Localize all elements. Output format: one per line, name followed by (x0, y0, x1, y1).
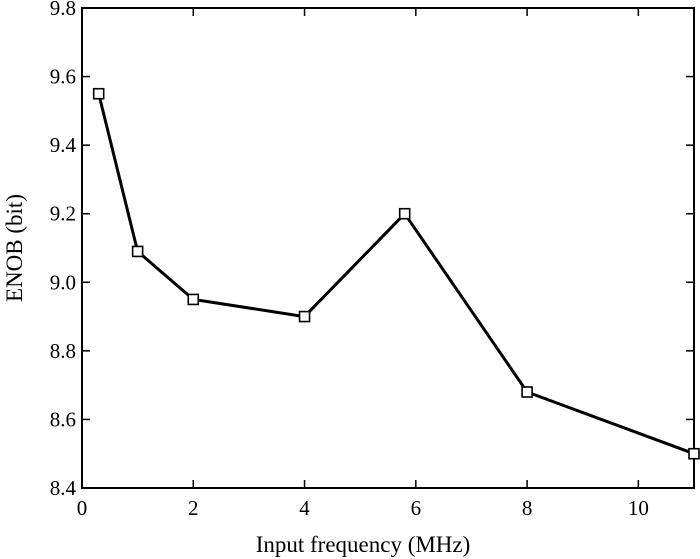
x-tick-label: 0 (77, 496, 88, 520)
y-tick-label: 9.0 (50, 270, 76, 294)
data-point-marker (688, 447, 700, 460)
y-tick-label: 9.8 (50, 0, 76, 20)
plot-frame (81, 7, 695, 489)
y-tick-label: 8.6 (50, 407, 76, 431)
x-axis-title: Input frequency (MHz) (256, 532, 471, 557)
x-tick-label: 6 (411, 496, 422, 520)
y-tick-label: 9.2 (50, 202, 76, 226)
x-tick-label: 4 (299, 496, 310, 520)
y-tick-label: 8.8 (50, 339, 76, 363)
y-tick-label: 8.4 (50, 476, 77, 500)
y-axis-title: ENOB (bit) (2, 194, 27, 302)
series-line (97, 93, 695, 456)
x-tick-label: 8 (522, 496, 533, 520)
data-point-marker (92, 87, 105, 100)
data-point-marker (131, 245, 144, 258)
y-tick-label: 9.6 (50, 65, 76, 89)
x-tick-label: 2 (188, 496, 199, 520)
axis-tick-labels: 0 2 4 6 8 10 8.4 8.6 8.8 9.0 9.2 9.4 9.6 9.8 (50, 0, 649, 520)
data-point-marker (187, 293, 200, 306)
data-series (92, 87, 700, 460)
data-point-marker (398, 207, 411, 220)
x-tick-label: 10 (628, 496, 649, 520)
data-point-marker (298, 310, 311, 323)
axis-ticks (81, 7, 694, 489)
y-tick-label: 9.4 (50, 133, 77, 157)
data-point-marker (521, 386, 533, 398)
